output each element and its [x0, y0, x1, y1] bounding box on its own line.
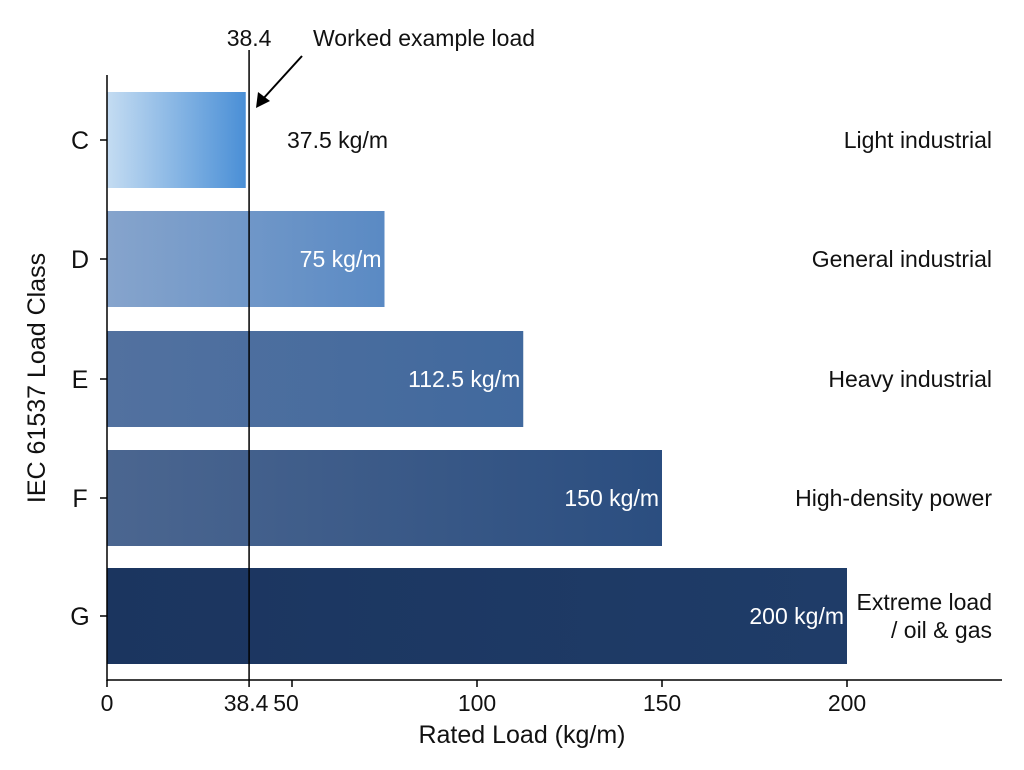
description-C: Light industrial — [844, 127, 992, 153]
description-G: Extreme load — [856, 589, 992, 615]
x-tick-label-0: 0 — [101, 690, 114, 716]
data-label-G: 200 kg/m — [749, 603, 844, 629]
annotation-arrow — [256, 55, 303, 108]
x-tick-label-150: 150 — [643, 690, 681, 716]
x-axis-label: Rated Load (kg/m) — [418, 721, 625, 749]
bar-C — [107, 92, 246, 188]
data-label-C: 37.5 kg/m — [287, 127, 388, 153]
description-G: / oil & gas — [891, 617, 992, 643]
data-label-D: 75 kg/m — [300, 246, 382, 272]
y-tick-label-E: E — [72, 366, 89, 394]
bar-D — [107, 211, 385, 307]
x-ticks: 0 38.4 50 100 150 200 — [101, 680, 866, 716]
x-tick-label-100: 100 — [458, 690, 496, 716]
reference-annotation: Worked example load — [313, 25, 535, 51]
description-E: Heavy industrial — [828, 366, 992, 392]
reference-line-label: 38.4 — [227, 25, 272, 51]
description-D: General industrial — [812, 246, 992, 272]
bar-G — [107, 568, 847, 664]
bar-F — [107, 450, 662, 546]
x-tick-label-50: 50 — [273, 690, 299, 716]
x-tick-label-38.4: 38.4 — [224, 690, 269, 716]
description-F: High-density power — [795, 485, 992, 511]
y-tick-label-G: G — [70, 603, 89, 631]
y-axis-label: IEC 61537 Load Class — [23, 253, 51, 503]
data-label-F: 150 kg/m — [564, 485, 659, 511]
y-tick-label-C: C — [71, 127, 89, 155]
bars: 37.5 kg/m Light industrial 75 kg/m General … — [107, 92, 992, 664]
data-label-E: 112.5 kg/m — [408, 366, 520, 392]
y-tick-label-D: D — [71, 246, 89, 274]
x-tick-label-200: 200 — [828, 690, 866, 716]
bar-E — [107, 331, 524, 427]
y-tick-label-F: F — [72, 485, 87, 513]
y-tick-labels: C D E F G — [70, 127, 107, 631]
